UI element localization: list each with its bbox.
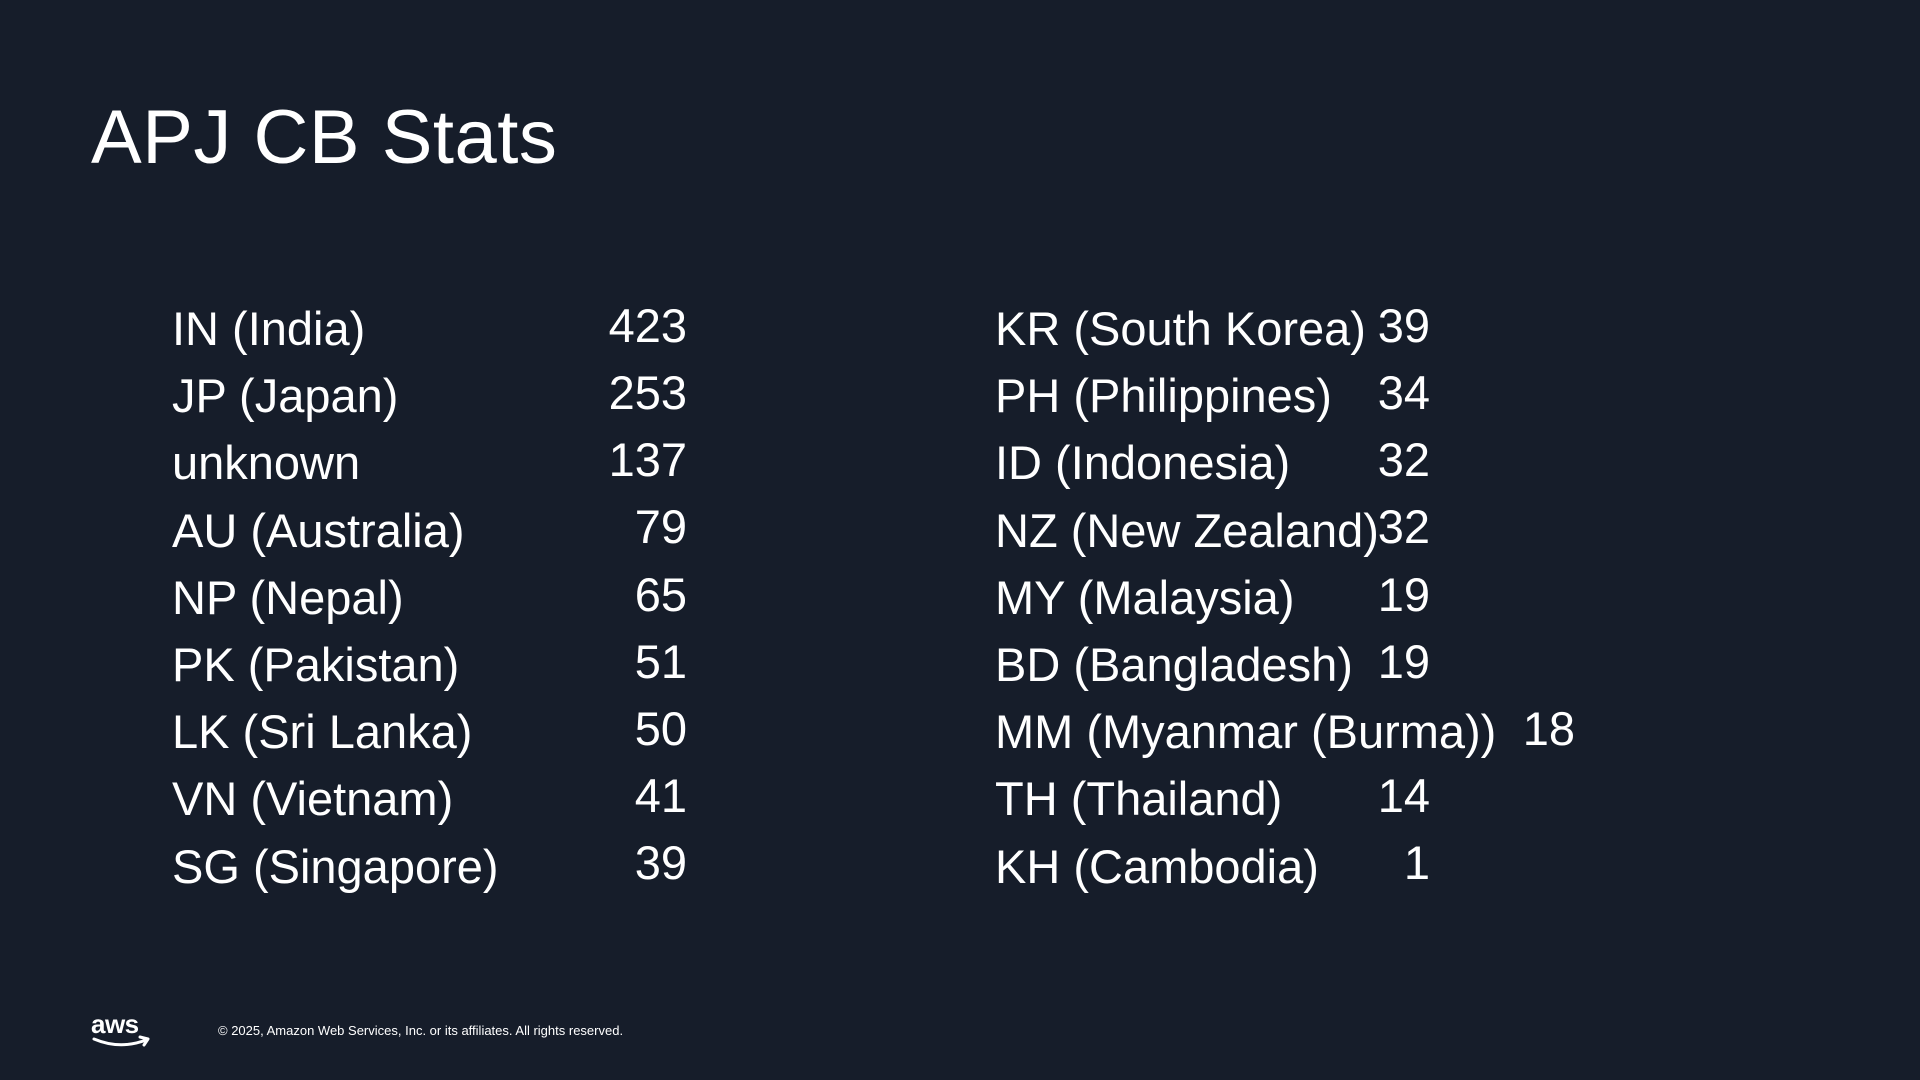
country-label: NZ (New Zealand) [995,503,1379,557]
stats-column-right: KR (South Korea) 39 PH (Philippines) 34 … [995,295,1575,900]
slide-footer: aws © 2025, Amazon Web Services, Inc. or… [90,1010,623,1050]
country-label: SG (Singapore) [172,839,499,893]
country-label: KH (Cambodia) [995,839,1319,893]
count-value: 32 [1377,433,1430,487]
country-label: KR (South Korea) [995,302,1366,355]
country-label: ID (Indonesia) [995,436,1291,490]
stat-row: JP (Japan) 253 [172,362,687,429]
aws-logo-icon: aws [91,1010,150,1047]
stat-row: PH (Philippines) 34 [995,362,1575,429]
count-value: 32 [1377,500,1430,554]
stat-row: MM (Myanmar (Burma)) 18 [995,698,1575,765]
country-label: AU (Australia) [172,503,465,557]
count-value: 41 [634,769,687,823]
copyright-notice: © 2025, Amazon Web Services, Inc. or its… [218,1022,624,1038]
stat-row: NP (Nepal) 65 [172,564,687,631]
count-value: 51 [634,634,687,688]
stat-row: SG (Singapore) 39 [172,833,687,900]
stat-row: VN (Vietnam) 41 [172,765,687,832]
country-label: MM (Myanmar (Burma)) [995,705,1497,759]
count-value: 39 [1377,298,1430,352]
country-label: VN (Vietnam) [172,772,454,826]
stat-row: TH (Thailand) 14 [995,765,1575,832]
stat-row: MY (Malaysia) 19 [995,564,1575,631]
country-label: MY (Malaysia) [995,570,1295,624]
country-label: IN (India) [172,302,366,355]
stat-row: BD (Bangladesh) 19 [995,631,1575,698]
stat-row: PK (Pakistan) 51 [172,631,687,698]
country-label: LK (Sri Lanka) [172,705,473,759]
country-label: BD (Bangladesh) [995,637,1353,691]
stat-row: IN (India) 423 [172,295,687,362]
country-label: NP (Nepal) [172,570,404,624]
count-value: 423 [608,298,687,352]
count-value: 14 [1377,769,1430,823]
stat-row: unknown 137 [172,429,687,496]
count-value: 65 [634,567,687,621]
count-value: 137 [608,433,687,487]
count-value: 18 [1522,701,1575,755]
stat-row: ID (Indonesia) 32 [995,429,1575,496]
country-label: unknown [172,436,361,490]
slide-title: APJ CB Stats [91,95,558,180]
country-label: TH (Thailand) [995,772,1283,826]
stat-row: LK (Sri Lanka) 50 [172,698,687,765]
stats-column-left: IN (India) 423 JP (Japan) 253 unknown 13… [172,295,687,900]
country-label: JP (Japan) [172,369,399,423]
stat-row: NZ (New Zealand) 32 [995,497,1575,564]
count-value: 79 [634,500,687,554]
country-label: PH (Philippines) [995,369,1332,423]
country-label: PK (Pakistan) [172,637,460,691]
aws-logo-text: aws [91,1010,139,1039]
count-value: 19 [1377,634,1430,688]
count-value: 50 [634,701,687,755]
stat-row: KH (Cambodia) 1 [995,833,1575,900]
stat-row: KR (South Korea) 39 [995,295,1575,362]
stat-row: AU (Australia) 79 [172,497,687,564]
count-value: 1 [1403,836,1430,890]
count-value: 39 [634,836,687,890]
count-value: 34 [1377,365,1430,419]
count-value: 253 [608,365,687,419]
count-value: 19 [1377,567,1430,621]
